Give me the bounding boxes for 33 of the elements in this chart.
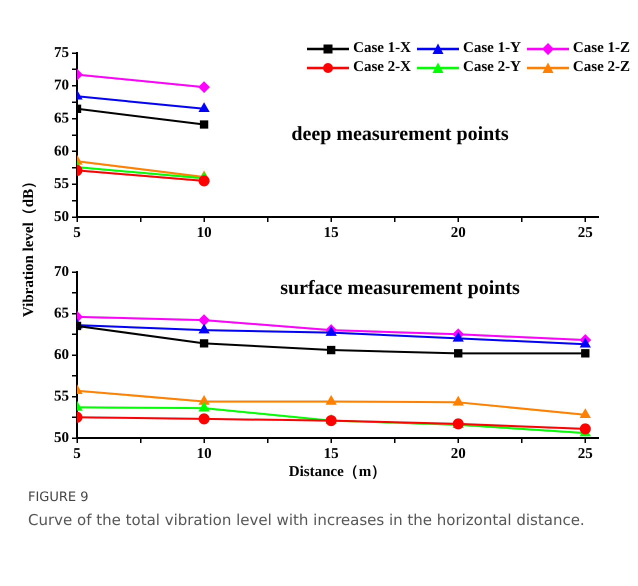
y-tick-label: 65: [54, 110, 69, 126]
legend-label: Case 2-Z: [572, 59, 630, 76]
annotation: surface measurement points: [280, 276, 520, 299]
x-tick-label: 5: [73, 446, 81, 462]
legend-label: Case 1-X: [353, 40, 412, 57]
x-tick-label: 5: [73, 224, 81, 241]
x-tick-label: 20: [450, 224, 466, 241]
y-axis-title: Vibration level（dB）: [20, 173, 38, 317]
legend-label: Case 2-X: [353, 59, 412, 76]
caption: FIGURE 9: [28, 490, 90, 505]
y-tick-label: 70: [54, 264, 69, 280]
y-tick-label: 65: [54, 305, 69, 322]
y-tick-label: 50: [54, 208, 69, 225]
y-tick-label: 75: [54, 44, 69, 61]
y-tick-label: 55: [54, 388, 69, 404]
y-tick-label: 50: [54, 430, 69, 446]
text: Curve of the total vibration level with increases in the horizontal distance.: [28, 510, 586, 531]
x-tick-label: 25: [578, 446, 593, 462]
x-tick-label: 15: [324, 224, 339, 241]
legend-label: Case 1-Z: [572, 40, 630, 57]
x-tick-label: 10: [196, 224, 212, 241]
y-tick-label: 70: [54, 78, 69, 94]
annotation: deep measurement points: [291, 123, 509, 146]
y-tick-label: 60: [54, 346, 69, 363]
x-tick-label: 20: [450, 446, 466, 462]
y-tick-label: 55: [54, 176, 69, 192]
x-tick-label: 15: [324, 446, 339, 462]
x-axis-title: Distance（m）: [288, 464, 386, 480]
legend-label: Case 1-Y: [463, 40, 521, 57]
legend-label: Case 2-Y: [463, 59, 521, 76]
y-tick-label: 60: [54, 143, 69, 160]
x-tick-label: 25: [578, 224, 593, 241]
x-tick-label: 10: [196, 446, 212, 462]
